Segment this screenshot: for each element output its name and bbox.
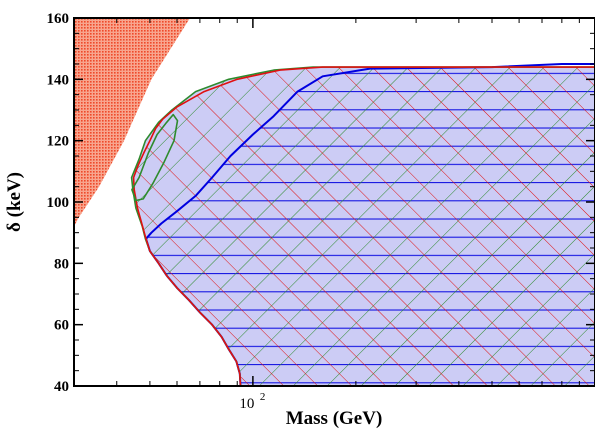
y-tick-label: 80	[54, 256, 69, 272]
y-tick-label: 60	[54, 318, 69, 334]
x-tick-label: 10	[239, 396, 254, 412]
axes: 40 60 80 100 120 140 160 10 2	[47, 11, 595, 412]
y-tick-label: 160	[47, 11, 70, 27]
y-tick-label: 120	[47, 134, 70, 150]
excluded-region	[74, 18, 190, 227]
y-tick-label: 100	[47, 195, 70, 211]
y-tick-label: 40	[54, 379, 69, 395]
x-axis-label: Mass (GeV)	[286, 408, 383, 429]
plot-area	[74, 18, 595, 386]
green-island-contour	[131, 113, 179, 202]
region-hatch-red	[133, 67, 595, 386]
y-tick-label: 140	[47, 72, 70, 88]
y-axis-label: δ (keV)	[4, 172, 25, 232]
x-tick-label-exponent: 2	[260, 391, 266, 403]
boundary-red	[132, 66, 595, 386]
